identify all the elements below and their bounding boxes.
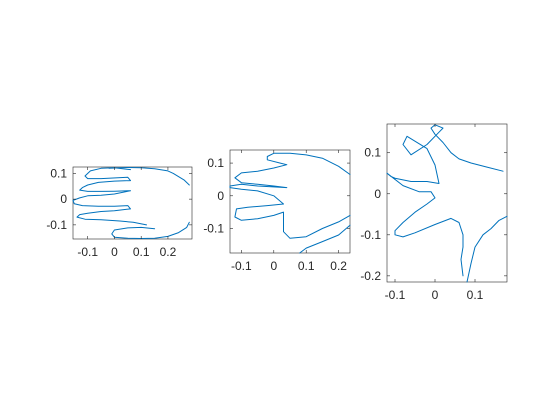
axes-frame (229, 149, 351, 254)
y-tick-label: -0.1 (360, 228, 381, 242)
y-tick-label: 0.1 (50, 166, 67, 180)
x-tick-label: 0.1 (298, 259, 315, 273)
subplot-right: -0.1 0 0.1 -0.2 -0.1 0 0.1 (360, 123, 508, 302)
y-tick-label: -0.1 (46, 218, 67, 232)
x-tick-label: 0 (432, 288, 439, 302)
y-tick-label: 0 (217, 189, 224, 203)
x-tick-label: -0.1 (385, 288, 406, 302)
hand-outline-line (108, 167, 190, 186)
x-tick-label: 0.1 (467, 288, 484, 302)
y-tick-label: 0.1 (207, 156, 224, 170)
x-tick-label: -0.1 (231, 259, 252, 273)
x-tick-label: -0.1 (77, 245, 98, 259)
subplot-left: -0.1 0 0.1 0.2 -0.1 0 0.1 (46, 166, 193, 259)
hand-outline-line (386, 124, 504, 277)
y-tick-label: 0 (60, 192, 67, 206)
x-tick-label: 0.1 (133, 245, 150, 259)
hand-outline-line (111, 221, 190, 239)
y-tick-label: 0.1 (364, 146, 381, 160)
y-tick-label: -0.2 (360, 269, 381, 283)
x-tick-label: 0 (111, 245, 118, 259)
hand-outline-line (299, 224, 351, 254)
hand-outline-line (229, 152, 351, 239)
x-tick-label: 0.2 (160, 245, 177, 259)
subplot-middle: -0.1 0 0.1 0.2 -0.1 0 0.1 (203, 149, 351, 273)
x-tick-label: 0.2 (330, 259, 347, 273)
hand-outline-line (72, 167, 147, 226)
y-tick-label: 0 (374, 187, 381, 201)
hand-outline-line (466, 215, 508, 283)
y-tick-label: -0.1 (203, 221, 224, 235)
x-tick-label: 0 (270, 259, 277, 273)
